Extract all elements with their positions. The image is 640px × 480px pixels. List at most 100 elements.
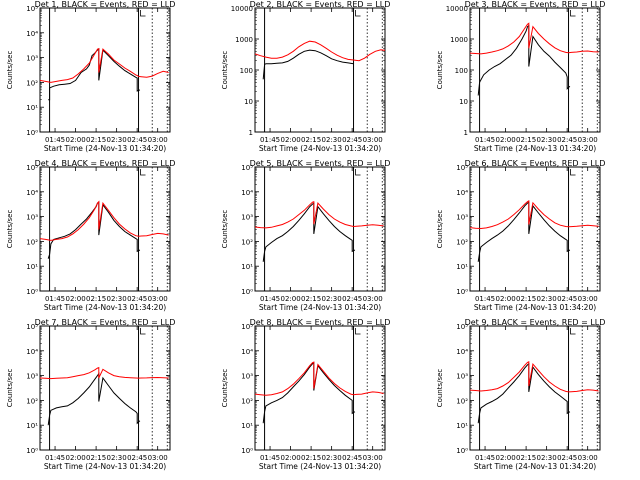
y-tick-label: 10² — [456, 397, 468, 405]
marker-bracket — [355, 169, 361, 176]
x-axis-label: Start Time (24-Nov-13 01:34:20) — [259, 144, 381, 153]
y-tick-label: 10² — [26, 238, 38, 246]
series-line-events — [48, 48, 141, 101]
x-tick-label: 02:30 — [537, 295, 557, 303]
y-tick-label: 10¹ — [456, 263, 468, 271]
detector-panel-1: Det 1, BLACK = Events, RED = LLD 10⁰ 10¹ 10… — [6, 0, 175, 153]
detector-panel-6: Det 6, BLACK = Events, RED = LLD 10⁰ 10¹ 10… — [436, 159, 605, 312]
plot-frame — [39, 7, 171, 133]
plot-frame — [39, 325, 171, 451]
marker-bracket — [140, 10, 146, 17]
x-tick-label: 02:00 — [280, 454, 300, 462]
x-tick-label: 02:00 — [65, 454, 85, 462]
y-tick-label: 10⁵ — [456, 164, 468, 172]
y-tick-label: 10² — [241, 238, 253, 246]
x-tick-label: 03:00 — [148, 295, 168, 303]
panel-title: Det 3, BLACK = Events, RED = LLD — [465, 0, 606, 9]
y-tick-label: 10¹ — [26, 263, 38, 271]
x-tick-label: 02:30 — [322, 454, 342, 462]
x-tick-label: 02:15 — [86, 454, 106, 462]
plot-frame — [469, 325, 601, 451]
y-axis-label: Counts/sec — [6, 51, 14, 90]
x-tick-label: 02:45 — [127, 295, 147, 303]
x-tick-label: 02:15 — [516, 454, 536, 462]
plot-frame — [469, 166, 601, 292]
y-tick-label: 10⁵ — [241, 164, 253, 172]
y-axis-label: Counts/sec — [221, 51, 229, 90]
series-line-lld — [469, 361, 599, 393]
x-tick-label: 02:30 — [322, 295, 342, 303]
x-tick-label: 02:15 — [301, 454, 321, 462]
panel-title: Det 7, BLACK = Events, RED = LLD — [35, 318, 176, 327]
marker-bracket — [570, 10, 576, 17]
x-tick-label: 02:15 — [86, 295, 106, 303]
x-tick-label: 02:30 — [107, 454, 127, 462]
x-tick-label: 01:45 — [475, 136, 495, 144]
y-tick-label: 10⁵ — [456, 323, 468, 331]
panel-title: Det 9, BLACK = Events, RED = LLD — [465, 318, 606, 327]
x-tick-label: 02:30 — [537, 454, 557, 462]
x-axis-label: Start Time (24-Nov-13 01:34:20) — [44, 303, 166, 312]
plot-frame — [254, 166, 386, 292]
y-tick-label: 10⁴ — [456, 189, 468, 197]
series-line-lld — [254, 200, 384, 229]
y-tick-label: 10³ — [456, 373, 468, 381]
panel-title: Det 5, BLACK = Events, RED = LLD — [250, 159, 391, 168]
y-tick-label: 10⁰ — [26, 447, 38, 455]
y-tick-label: 10¹ — [26, 104, 38, 112]
series-line-events — [262, 49, 354, 80]
x-tick-label: 02:30 — [107, 295, 127, 303]
x-tick-label: 03:00 — [148, 454, 168, 462]
x-axis-label: Start Time (24-Nov-13 01:34:20) — [259, 303, 381, 312]
y-tick-label: 100 — [240, 67, 253, 75]
x-tick-label: 02:00 — [495, 454, 515, 462]
x-tick-label: 02:45 — [342, 454, 362, 462]
y-axis-label: Counts/sec — [436, 210, 444, 249]
y-axis-label: Counts/sec — [436, 51, 444, 90]
y-tick-label: 1 — [249, 129, 253, 137]
x-tick-label: 02:45 — [342, 295, 362, 303]
marker-bracket — [140, 328, 146, 335]
series-line-lld — [469, 200, 599, 230]
y-tick-label: 10⁴ — [456, 348, 468, 356]
series-line-events — [47, 371, 141, 426]
detector-panel-3: Det 3, BLACK = Events, RED = LLD 1 10 100 10… — [436, 0, 605, 153]
y-tick-label: 10³ — [241, 373, 253, 381]
y-tick-label: 10³ — [26, 373, 38, 381]
marker-bracket — [140, 169, 146, 176]
x-tick-label: 02:15 — [516, 295, 536, 303]
x-axis-label: Start Time (24-Nov-13 01:34:20) — [474, 462, 596, 471]
y-axis-label: Counts/sec — [6, 369, 14, 408]
y-axis-label: Counts/sec — [6, 210, 14, 249]
y-tick-label: 10¹ — [26, 422, 38, 430]
x-tick-label: 02:45 — [557, 454, 577, 462]
x-axis-label: Start Time (24-Nov-13 01:34:20) — [44, 462, 166, 471]
y-tick-label: 10³ — [456, 214, 468, 222]
x-tick-label: 02:00 — [280, 136, 300, 144]
y-tick-label: 10⁰ — [241, 288, 253, 296]
x-tick-label: 02:30 — [322, 136, 342, 144]
x-tick-label: 03:00 — [363, 136, 383, 144]
x-tick-label: 03:00 — [578, 295, 598, 303]
y-tick-label: 10⁰ — [26, 288, 38, 296]
x-tick-label: 03:00 — [148, 136, 168, 144]
x-tick-label: 02:00 — [65, 295, 85, 303]
panel-title: Det 1, BLACK = Events, RED = LLD — [35, 0, 176, 9]
y-tick-label: 100 — [455, 67, 468, 75]
x-tick-label: 01:45 — [45, 454, 65, 462]
x-tick-label: 02:45 — [342, 136, 362, 144]
y-tick-label: 10³ — [26, 214, 38, 222]
detector-panel-5: Det 5, BLACK = Events, RED = LLD 10⁰ 10¹ 10… — [221, 159, 390, 312]
x-tick-label: 01:45 — [45, 136, 65, 144]
y-tick-label: 1 — [464, 129, 468, 137]
x-tick-label: 03:00 — [578, 136, 598, 144]
panel-title: Det 8, BLACK = Events, RED = LLD — [250, 318, 391, 327]
y-tick-label: 10² — [26, 79, 38, 87]
x-tick-label: 01:45 — [475, 454, 495, 462]
x-tick-label: 02:30 — [107, 136, 127, 144]
detector-panel-7: Det 7, BLACK = Events, RED = LLD 10⁰ 10¹ 10… — [6, 318, 175, 471]
x-tick-label: 02:45 — [557, 295, 577, 303]
y-tick-label: 10⁰ — [26, 129, 38, 137]
y-axis-label: Counts/sec — [436, 369, 444, 408]
y-tick-label: 10² — [241, 397, 253, 405]
